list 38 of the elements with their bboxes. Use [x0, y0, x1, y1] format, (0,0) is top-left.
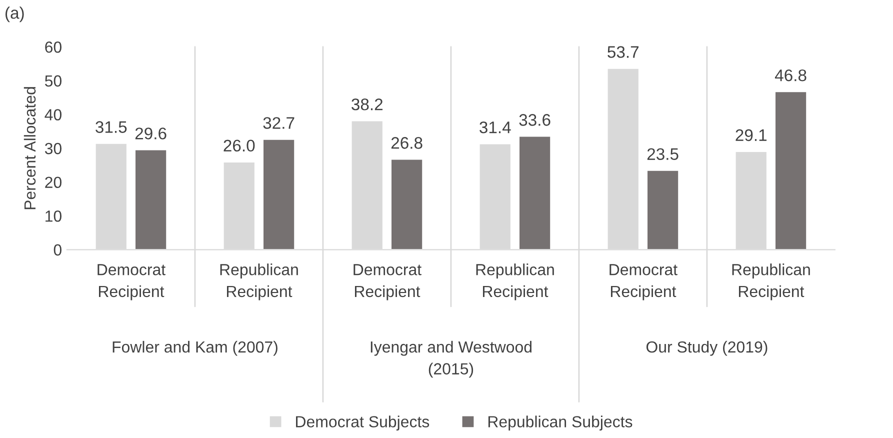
legend-label: Democrat Subjects — [296, 416, 430, 431]
data-label: 31.4 — [480, 121, 511, 134]
bar — [262, 138, 296, 250]
bar — [390, 158, 424, 250]
x-tick-label: Republican Recipient — [476, 264, 554, 300]
data-label: 26.8 — [391, 137, 422, 149]
chart-title: (a) — [6, 6, 24, 22]
data-label: 38.2 — [352, 98, 383, 110]
y-tick-label: 30 — [44, 142, 62, 154]
y-axis-title: Percent Allocated — [24, 87, 36, 210]
y-tick-label: 10 — [46, 210, 62, 222]
text: Iyengar and Westwood (2015) — [370, 340, 532, 378]
data-label: 31.5 — [96, 121, 127, 133]
text: Our Study (2019) — [646, 340, 768, 356]
y-tick-label: 50 — [44, 75, 62, 87]
text: Fowler and Kam (2007) — [112, 340, 278, 356]
bar — [518, 135, 552, 250]
legend-label: Republican Subjects — [488, 416, 632, 431]
data-label: 33.6 — [519, 114, 550, 126]
data-label: 26.0 — [224, 140, 255, 152]
data-label: 29.6 — [135, 128, 166, 140]
y-tick-label: 0 — [54, 244, 62, 256]
y-tick-label: 60 — [45, 42, 62, 53]
data-label: 29.1 — [736, 129, 767, 142]
x-tick-label: Republican Recipient — [732, 264, 810, 300]
bar — [134, 148, 168, 250]
y-tick-label: 40 — [44, 109, 62, 120]
x-tick-label: Republican Recipient — [220, 264, 298, 300]
data-label: 32.7 — [263, 117, 294, 129]
bar — [646, 170, 680, 250]
x-tick-label: Democrat Recipient — [98, 264, 166, 300]
y-tick-label: 20 — [45, 176, 62, 188]
data-label: 23.5 — [647, 148, 678, 160]
bar — [774, 90, 808, 250]
data-label: 46.8 — [774, 69, 806, 82]
data-label: 53.7 — [608, 46, 639, 58]
x-tick-label: Democrat Recipient — [610, 264, 678, 300]
x-tick-label: Democrat Recipient — [354, 264, 422, 300]
